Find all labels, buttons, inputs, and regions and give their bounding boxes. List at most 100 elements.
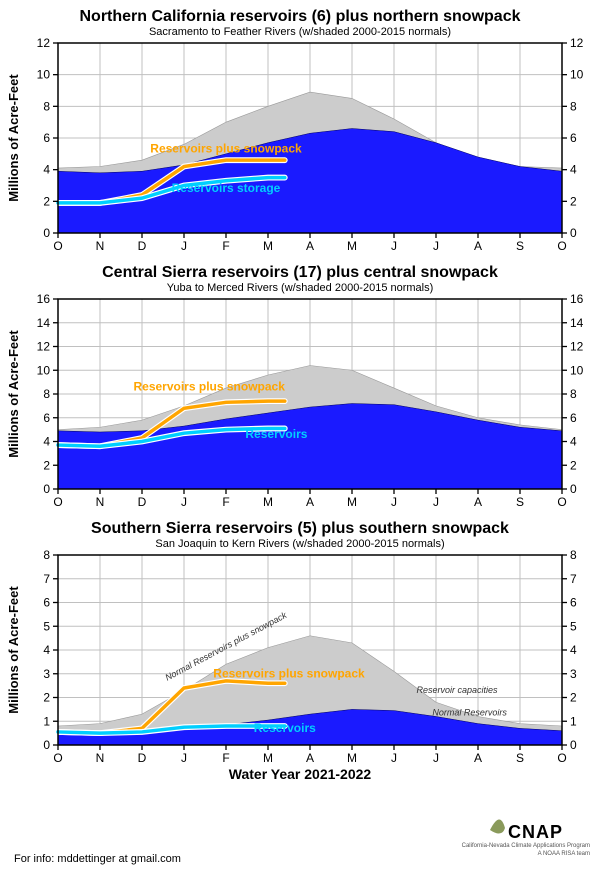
y-axis-label: Millions of Acre-Feet xyxy=(6,586,21,714)
ytick-label-r: 2 xyxy=(570,458,577,472)
series-label: Reservoirs plus snowpack xyxy=(213,666,365,680)
ytick-label: 12 xyxy=(37,36,51,50)
xtick-label: M xyxy=(347,239,357,253)
xtick-label: M xyxy=(263,239,273,253)
xtick-label: F xyxy=(222,239,229,253)
ytick-label-r: 8 xyxy=(570,387,577,401)
series-label: Reservoirs xyxy=(254,721,316,735)
xtick-label: D xyxy=(138,751,147,765)
xtick-label: A xyxy=(474,495,482,509)
xtick-label: A xyxy=(474,239,482,253)
xtick-label: M xyxy=(263,751,273,765)
ytick-label: 0 xyxy=(43,226,50,240)
logo-text: CNAP xyxy=(508,822,563,842)
ytick-label: 14 xyxy=(37,316,51,330)
chart-subtitle: San Joaquin to Kern Rivers (w/shaded 200… xyxy=(155,538,444,550)
xtick-label: M xyxy=(347,751,357,765)
y-axis-label: Millions of Acre-Feet xyxy=(6,330,21,458)
ytick-label: 4 xyxy=(43,643,50,657)
ytick-label-r: 1 xyxy=(570,714,577,728)
ytick-label-r: 2 xyxy=(570,194,577,208)
series-label: Reservoirs xyxy=(245,427,307,441)
ytick-label: 7 xyxy=(43,572,50,586)
chart-subtitle: Sacramento to Feather Rivers (w/shaded 2… xyxy=(149,26,451,38)
ytick-label-r: 14 xyxy=(570,316,584,330)
xtick-label: O xyxy=(557,495,566,509)
ytick-label-r: 12 xyxy=(570,36,584,50)
xtick-label: J xyxy=(433,495,439,509)
ytick-label-r: 2 xyxy=(570,691,577,705)
ytick-label-r: 7 xyxy=(570,572,577,586)
ytick-label-r: 10 xyxy=(570,363,584,377)
xtick-label: D xyxy=(138,239,147,253)
series-label: Normal Reservoirs xyxy=(432,707,507,717)
xtick-label: S xyxy=(516,495,524,509)
footer-info: For info: mddettinger at gmail.com xyxy=(14,853,181,865)
xtick-label: O xyxy=(557,751,566,765)
xtick-label: J xyxy=(181,751,187,765)
series-label: Reservoirs storage xyxy=(172,181,281,195)
chart-title: Northern California reservoirs (6) plus … xyxy=(80,8,521,25)
xtick-label: O xyxy=(53,751,62,765)
ytick-label: 4 xyxy=(43,163,50,177)
ytick-label: 4 xyxy=(43,435,50,449)
ytick-label: 0 xyxy=(43,482,50,496)
xtick-label: J xyxy=(433,751,439,765)
xtick-label: O xyxy=(557,239,566,253)
logo-sub1: California-Nevada Climate Applications P… xyxy=(462,843,590,849)
xtick-label: J xyxy=(391,751,397,765)
ytick-label: 2 xyxy=(43,691,50,705)
ytick-label: 8 xyxy=(43,99,50,113)
xtick-label: N xyxy=(96,495,105,509)
series-label: Reservoirs plus snowpack xyxy=(150,141,302,155)
ytick-label-r: 0 xyxy=(570,482,577,496)
ytick-label-r: 4 xyxy=(570,163,577,177)
ytick-label: 1 xyxy=(43,714,50,728)
xtick-label: M xyxy=(263,495,273,509)
ytick-label: 8 xyxy=(43,548,50,562)
series-label: Reservoirs plus snowpack xyxy=(133,379,285,393)
logo-sub2: A NOAA RISA team xyxy=(538,851,590,857)
ytick-label-r: 6 xyxy=(570,131,577,145)
ytick-label: 6 xyxy=(43,596,50,610)
ytick-label-r: 4 xyxy=(570,435,577,449)
ytick-label-r: 0 xyxy=(570,738,577,752)
ytick-label: 0 xyxy=(43,738,50,752)
xtick-label: J xyxy=(391,495,397,509)
chart-title: Central Sierra reservoirs (17) plus cent… xyxy=(102,264,498,281)
xtick-label: M xyxy=(347,495,357,509)
cnap-logo: CNAPCalifornia-Nevada Climate Applicatio… xyxy=(462,819,590,857)
series-label: Reservoir capacities xyxy=(416,685,498,695)
ytick-label-r: 16 xyxy=(570,292,584,306)
xtick-label: O xyxy=(53,495,62,509)
ytick-label-r: 10 xyxy=(570,68,584,82)
chart-svg: Northern California reservoirs (6) plus … xyxy=(0,0,600,870)
ytick-label: 2 xyxy=(43,458,50,472)
xtick-label: S xyxy=(516,239,524,253)
ytick-label-r: 0 xyxy=(570,226,577,240)
ytick-label: 10 xyxy=(37,68,51,82)
chart-subtitle: Yuba to Merced Rivers (w/shaded 2000-201… xyxy=(167,282,434,294)
ytick-label: 3 xyxy=(43,667,50,681)
reservoir-charts: Northern California reservoirs (6) plus … xyxy=(0,0,600,870)
ytick-label: 10 xyxy=(37,363,51,377)
ytick-label: 6 xyxy=(43,131,50,145)
xtick-label: J xyxy=(391,239,397,253)
ytick-label-r: 8 xyxy=(570,99,577,113)
ytick-label-r: 12 xyxy=(570,340,584,354)
ytick-label-r: 6 xyxy=(570,411,577,425)
chart-title: Southern Sierra reservoirs (5) plus sout… xyxy=(91,520,509,537)
xtick-label: A xyxy=(474,751,482,765)
ytick-label: 8 xyxy=(43,387,50,401)
xtick-label: D xyxy=(138,495,147,509)
ytick-label-r: 5 xyxy=(570,619,577,633)
ytick-label: 5 xyxy=(43,619,50,633)
ytick-label: 6 xyxy=(43,411,50,425)
xtick-label: S xyxy=(516,751,524,765)
xtick-label: F xyxy=(222,495,229,509)
xtick-label: J xyxy=(181,495,187,509)
ytick-label: 2 xyxy=(43,194,50,208)
xtick-label: A xyxy=(306,495,314,509)
xtick-label: F xyxy=(222,751,229,765)
leaf-icon xyxy=(490,819,505,833)
